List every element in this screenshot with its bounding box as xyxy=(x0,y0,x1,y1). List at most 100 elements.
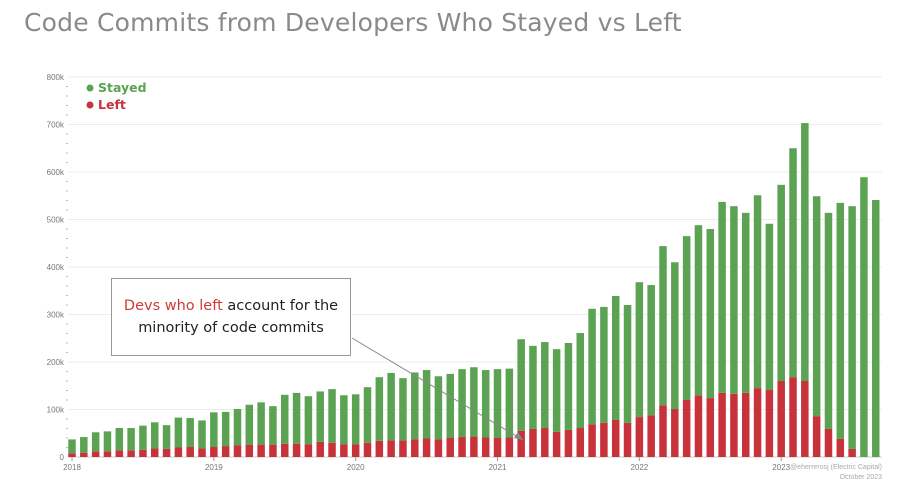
legend-stayed-marker xyxy=(86,84,94,92)
bar-left xyxy=(363,442,372,457)
bar-stayed xyxy=(493,369,502,438)
bar-stayed xyxy=(186,418,194,448)
legend-left-label: Left xyxy=(98,97,126,112)
bar-stayed xyxy=(600,306,608,423)
bar-stayed xyxy=(127,428,135,451)
bar-left xyxy=(529,428,537,457)
bar-left xyxy=(399,440,407,457)
bar-stayed xyxy=(150,422,159,449)
bar-left xyxy=(718,392,726,457)
bar-stayed xyxy=(541,342,549,429)
bar-stayed xyxy=(505,368,514,438)
bar-left xyxy=(174,447,183,457)
bar-left xyxy=(91,451,100,457)
bar-stayed xyxy=(765,223,774,391)
bar-stayed xyxy=(68,439,76,454)
bar-left xyxy=(564,429,573,457)
bar-stayed xyxy=(245,404,254,445)
bar-stayed xyxy=(659,246,667,406)
bar-left xyxy=(481,437,490,457)
bar-left xyxy=(68,453,76,457)
callout-arrowhead xyxy=(514,432,523,440)
bar-stayed xyxy=(671,262,679,410)
bar-stayed xyxy=(174,417,183,448)
bar-stayed xyxy=(281,394,289,444)
x-tick-label: 2022 xyxy=(630,463,648,472)
annotation-text: account for the xyxy=(222,298,339,314)
bar-left xyxy=(340,444,348,457)
bar-left xyxy=(600,422,608,457)
y-axis: 0 100k 200k 300k 400k 500k 600k 700k 800k xyxy=(47,73,68,462)
y-tick-label: 800k xyxy=(47,73,65,82)
credit-date: October 2023 xyxy=(839,474,882,481)
bar-stayed xyxy=(588,308,596,425)
bar-left xyxy=(812,416,821,457)
bar-stayed xyxy=(422,370,431,439)
bar-stayed xyxy=(351,394,360,445)
bar-stayed xyxy=(221,411,230,447)
bar-left xyxy=(824,428,833,457)
bar-left xyxy=(446,438,454,457)
bar-stayed xyxy=(363,387,372,443)
bar-left xyxy=(765,390,774,457)
bar-stayed xyxy=(91,432,100,452)
bar-left xyxy=(387,440,395,457)
bar-left xyxy=(198,448,206,457)
bar-stayed xyxy=(812,196,821,417)
bar-stayed xyxy=(233,409,242,446)
bar-left xyxy=(269,444,277,457)
bar-stayed xyxy=(292,392,301,444)
x-axis: 2018 2019 2020 2021 2022 2023 xyxy=(63,456,882,472)
bar-stayed xyxy=(564,343,573,430)
y-tick-label: 0 xyxy=(60,453,65,462)
bar-left xyxy=(411,439,419,457)
bar-stayed xyxy=(198,420,206,449)
x-tick-label: 2019 xyxy=(205,463,223,472)
bar-left xyxy=(517,430,525,457)
bar-stayed xyxy=(517,339,525,431)
bar-left xyxy=(115,450,124,457)
bar-left xyxy=(671,409,679,457)
chart-title: Code Commits from Developers Who Stayed … xyxy=(24,8,682,37)
bar-left xyxy=(470,436,478,457)
bar-stayed xyxy=(801,123,809,381)
bar-left xyxy=(162,448,171,457)
bar-stayed xyxy=(434,376,443,440)
annotation-callout: Devs who left account for the minority o… xyxy=(111,278,351,356)
bar-left xyxy=(611,419,620,457)
bar-left xyxy=(351,444,360,457)
bar-left xyxy=(801,381,809,457)
y-tick-label: 600k xyxy=(47,168,65,177)
bar-stayed xyxy=(481,370,490,438)
bar-stayed xyxy=(730,206,738,394)
bar-stayed xyxy=(741,212,750,393)
bar-stayed xyxy=(257,402,265,445)
bar-stayed xyxy=(623,305,632,423)
bar-stayed xyxy=(635,282,644,418)
bar-left xyxy=(139,449,147,457)
bar-left xyxy=(541,428,549,457)
bar-stayed xyxy=(682,236,691,400)
annotation-line2: minority of code commits xyxy=(138,320,324,336)
bar-left xyxy=(552,431,561,457)
bar-stayed xyxy=(387,372,395,441)
bar-left xyxy=(150,448,159,457)
bar-stayed xyxy=(777,184,785,381)
bar-left xyxy=(103,451,112,457)
bar-left xyxy=(635,417,644,457)
bar-stayed xyxy=(340,395,348,445)
bar-left xyxy=(741,392,750,457)
bar-left xyxy=(281,443,289,457)
bar-left xyxy=(375,440,384,457)
bar-left xyxy=(245,444,254,457)
bar-stayed xyxy=(316,391,324,442)
bar-stayed xyxy=(860,177,868,457)
bar-left xyxy=(836,438,845,457)
bar-stayed xyxy=(304,396,313,445)
bar-left xyxy=(493,438,502,457)
bar-left xyxy=(316,441,324,457)
bar-left xyxy=(221,446,230,457)
bar-left xyxy=(753,388,762,457)
x-tick-label: 2023 xyxy=(772,463,790,472)
